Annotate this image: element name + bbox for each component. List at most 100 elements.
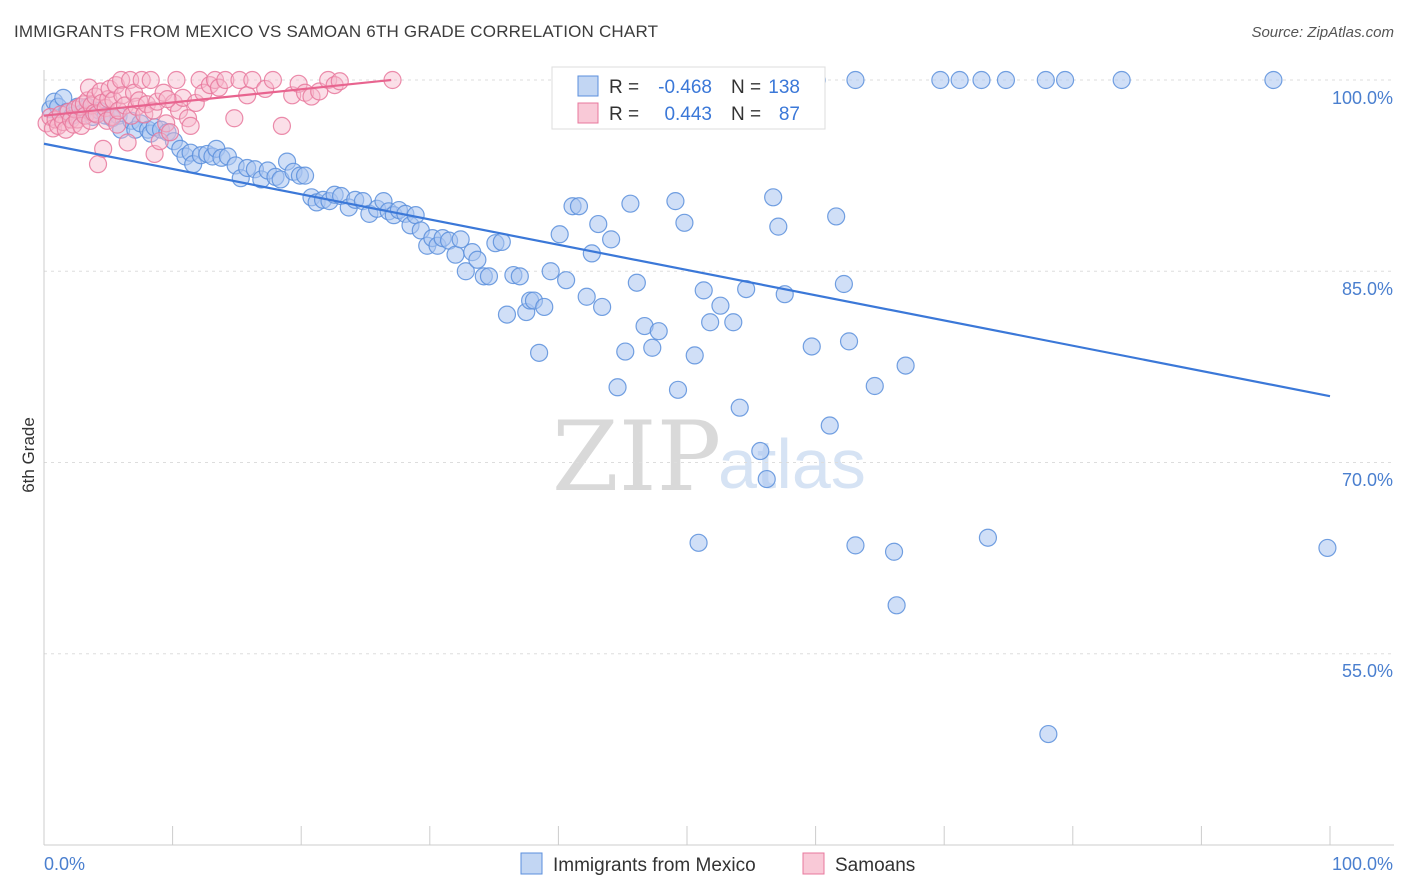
data-point-mexico: [701, 313, 720, 332]
data-point-mexico: [1055, 70, 1075, 90]
trend-line-mexico: [43, 142, 1331, 398]
data-point-mexico: [751, 441, 770, 461]
data-point-samoan: [108, 115, 127, 134]
y-tick-label: 85.0%: [1342, 279, 1393, 299]
data-point-mexico: [577, 287, 596, 306]
y-axis-label: 6th Grade: [19, 417, 38, 493]
legend-label-mexico: Immigrants from Mexico: [553, 855, 756, 876]
legend-swatch-blue: [520, 852, 543, 875]
legend-r-label: R =: [609, 77, 639, 98]
y-tick-label: 70.0%: [1342, 470, 1393, 490]
x-tick-label-min: 0.0%: [44, 854, 85, 874]
data-point-mexico: [497, 305, 517, 324]
data-point-mexico: [764, 188, 783, 207]
legend-n-value: 138: [768, 77, 800, 98]
data-point-mexico: [557, 271, 576, 290]
data-point-mexico: [569, 197, 589, 216]
data-point-mexico: [593, 297, 612, 317]
data-point-mexico: [827, 207, 846, 226]
data-point-samoan: [61, 110, 81, 129]
data-point-samoan: [167, 70, 186, 90]
stats-legend: R = -0.468 N = 138 R = 0.443 N = 87: [551, 66, 826, 130]
data-point-mexico: [769, 217, 788, 236]
data-point-mexico: [820, 416, 839, 435]
data-point-mexico: [896, 356, 915, 375]
legend-n-label: N =: [731, 104, 761, 125]
data-point-samoan: [79, 78, 99, 97]
data-point-samoan: [106, 75, 126, 95]
chart-source: Source: ZipAtlas.com: [1251, 24, 1394, 41]
data-point-samoan: [243, 70, 262, 90]
data-point-samoan: [157, 114, 176, 133]
data-point-mexico: [1264, 70, 1283, 90]
data-point-samoan: [230, 70, 249, 90]
data-point-mexico: [865, 376, 884, 396]
data-point-samoan: [72, 116, 91, 136]
data-point-samoan: [330, 72, 349, 91]
data-point-mexico: [1039, 724, 1058, 744]
data-point-mexico: [846, 536, 865, 555]
data-point-mexico: [950, 70, 969, 90]
legend-label-samoans: Samoans: [835, 855, 915, 876]
data-point-mexico: [724, 313, 743, 332]
data-point-mexico: [1036, 70, 1055, 90]
data-point-mexico: [694, 281, 713, 300]
data-point-mexico: [1112, 70, 1131, 90]
legend-swatch-pink: [802, 852, 825, 875]
data-point-mexico: [589, 214, 608, 234]
data-point-mexico: [621, 194, 640, 213]
data-point-mexico: [666, 192, 685, 211]
data-point-mexico: [931, 70, 950, 90]
legend-r-value: -0.468: [658, 77, 712, 98]
data-point-mexico: [668, 380, 688, 399]
legend-swatch-blue: [577, 75, 599, 97]
legend-r-value: 0.443: [664, 104, 712, 125]
data-point-samoan: [225, 109, 244, 128]
data-point-samoan: [150, 132, 169, 151]
y-tick-labels: 100.0% 85.0% 70.0% 55.0%: [1332, 88, 1393, 681]
data-point-mexico: [535, 297, 554, 317]
series-legend: Immigrants from Mexico Samoans: [520, 852, 915, 876]
data-point-samoan: [263, 70, 283, 90]
data-point-mexico: [685, 346, 704, 365]
data-point-mexico: [675, 213, 694, 232]
data-point-mexico: [649, 322, 668, 341]
data-point-samoan: [141, 70, 160, 90]
data-point-mexico: [757, 469, 776, 489]
data-point-mexico: [602, 230, 621, 249]
data-point-mexico: [839, 332, 859, 351]
data-point-mexico: [689, 533, 708, 552]
data-point-samoan: [118, 133, 137, 152]
data-point-samoan: [216, 70, 235, 90]
data-point-mexico: [468, 250, 487, 269]
data-point-mexico: [479, 267, 499, 286]
legend-swatch-pink: [577, 102, 599, 124]
data-point-mexico: [550, 225, 569, 244]
legend-n-value: 87: [779, 104, 800, 125]
data-point-mexico: [996, 70, 1016, 90]
data-point-mexico: [456, 262, 475, 281]
data-point-mexico: [1318, 538, 1337, 558]
data-point-mexico: [972, 70, 991, 90]
data-point-samoan: [94, 139, 113, 158]
watermark-zip: ZIP: [552, 401, 721, 513]
data-point-samoan: [88, 155, 108, 174]
trend-lines: [43, 78, 1331, 398]
legend-r-label: R =: [609, 104, 639, 125]
watermark-atlas: atlas: [718, 425, 866, 503]
x-axis-ticks: [43, 826, 1331, 845]
data-point-mexico: [530, 343, 549, 362]
data-point-mexico: [492, 232, 511, 252]
data-point-mexico: [846, 70, 865, 90]
data-point-mexico: [510, 267, 529, 286]
data-point-samoan: [160, 123, 180, 142]
data-point-mexico: [802, 337, 821, 356]
data-point-mexico: [451, 230, 470, 249]
data-point-mexico: [446, 245, 465, 264]
data-point-mexico: [541, 262, 560, 281]
data-point-samoan: [144, 101, 163, 120]
chart-title: IMMIGRANTS FROM MEXICO VS SAMOAN 6TH GRA…: [14, 22, 659, 41]
y-tick-label: 100.0%: [1332, 88, 1393, 108]
data-point-mexico: [884, 542, 904, 561]
